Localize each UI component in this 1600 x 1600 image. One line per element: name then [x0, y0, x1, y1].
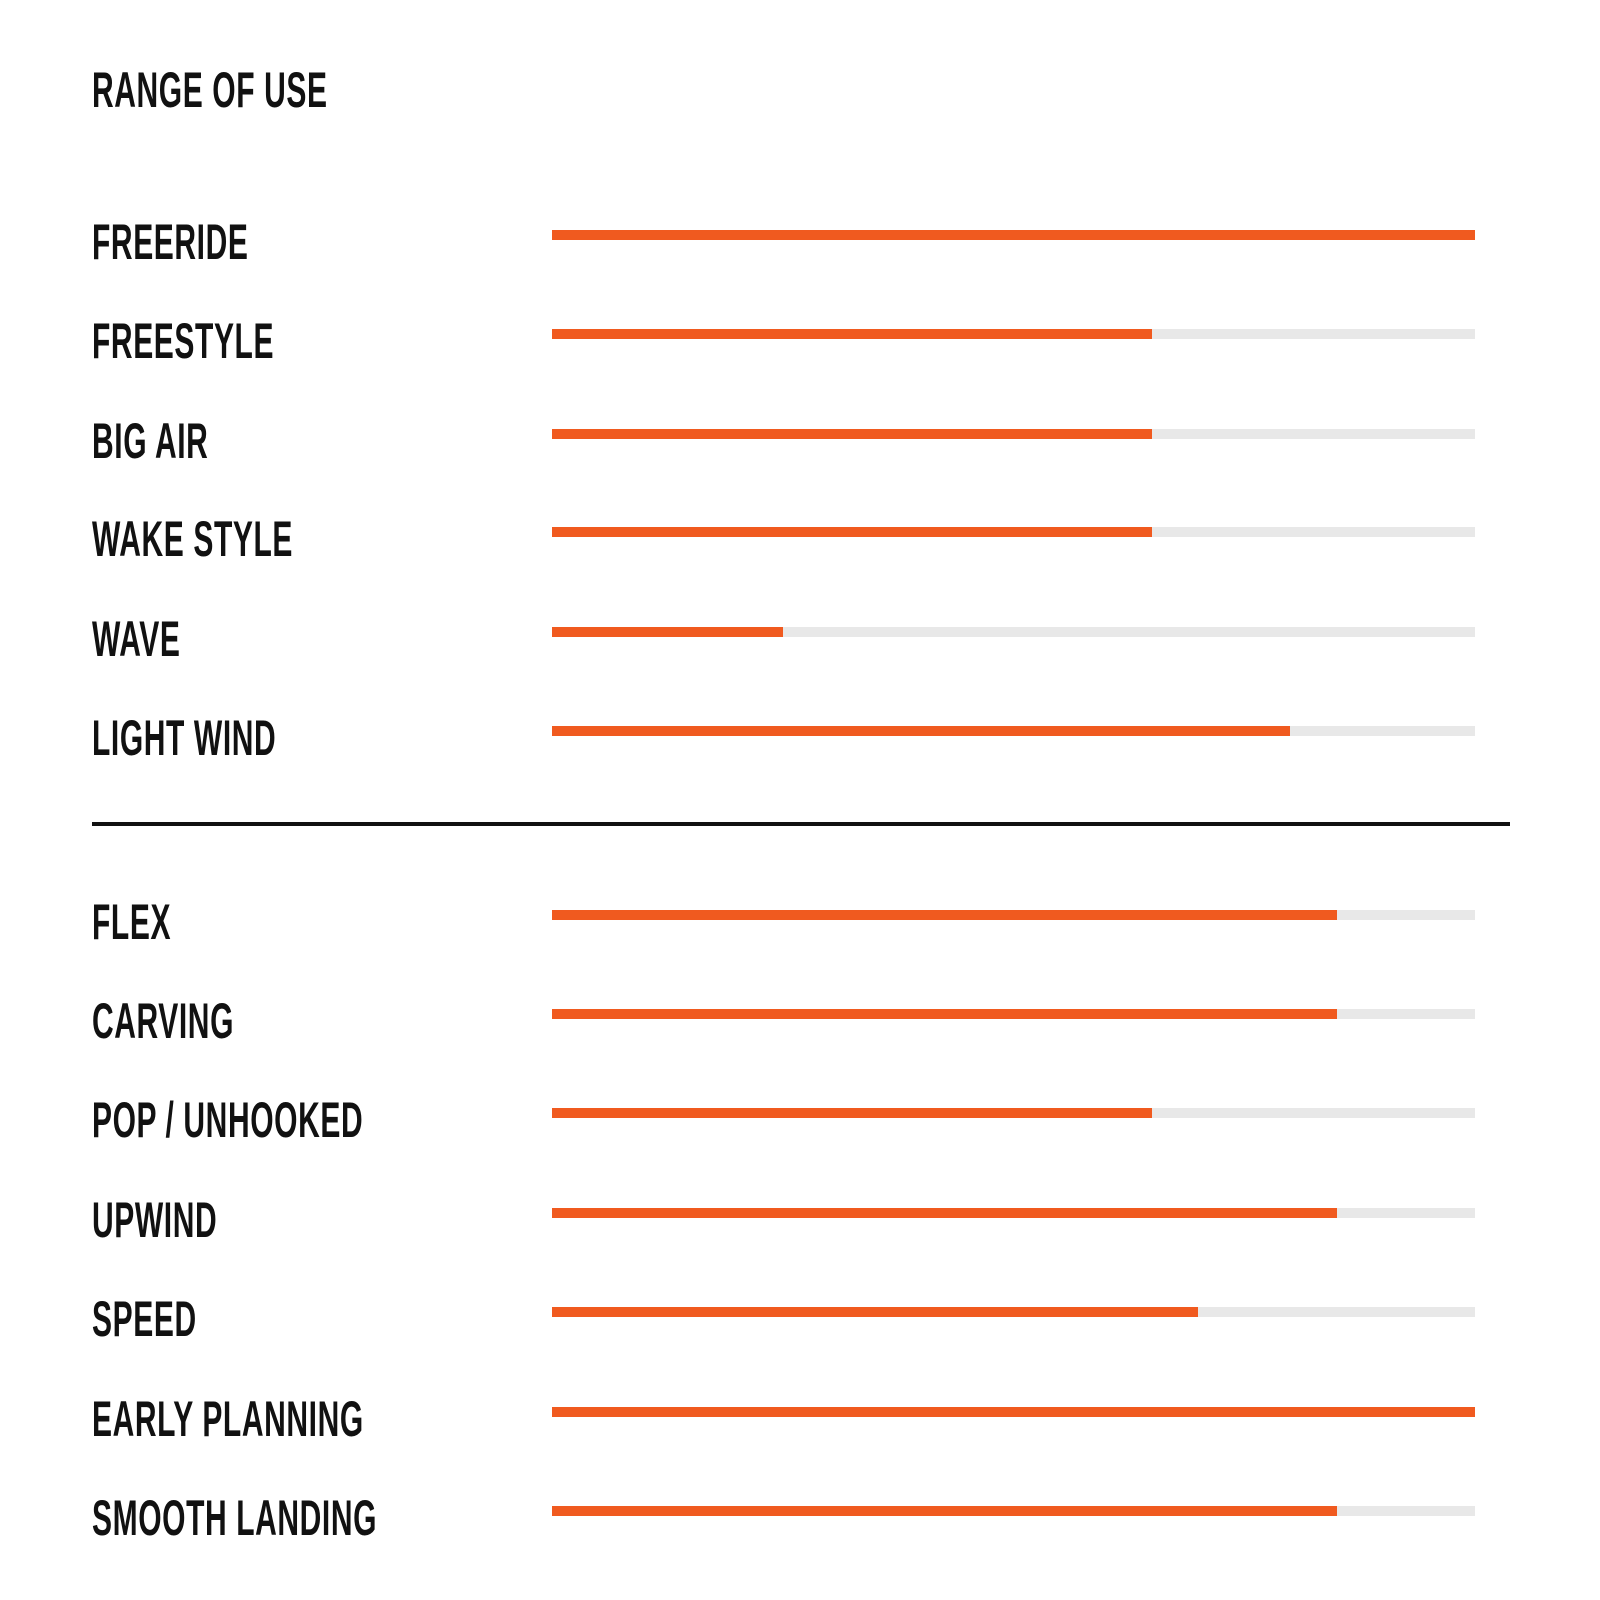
bar-track: [552, 1208, 1475, 1218]
category-label: WAKE STYLE: [92, 511, 294, 567]
bar-fill: [552, 329, 1152, 339]
bar-fill: [552, 527, 1152, 537]
bar-fill: [552, 429, 1152, 439]
bar-track: [552, 1506, 1475, 1516]
bar-fill: [552, 1108, 1152, 1118]
category-label: POP / UNHOOKED: [92, 1092, 364, 1148]
category-label: FREESTYLE: [92, 313, 275, 369]
category-label: SMOOTH LANDING: [92, 1490, 378, 1546]
category-label: FREERIDE: [92, 214, 249, 270]
category-label: FLEX: [92, 894, 172, 950]
bar-track: [552, 1407, 1475, 1417]
bar-fill: [552, 1009, 1337, 1019]
bar-fill: [552, 1307, 1199, 1317]
bar-fill: [552, 1506, 1337, 1516]
bar-track: [552, 726, 1475, 736]
category-label: UPWIND: [92, 1192, 218, 1248]
category-label: SPEED: [92, 1291, 197, 1347]
bar-fill: [552, 230, 1475, 240]
category-label: CARVING: [92, 993, 235, 1049]
category-label: LIGHT WIND: [92, 710, 277, 766]
chart-title: RANGE OF USE: [92, 62, 328, 118]
category-label: EARLY PLANNING: [92, 1391, 364, 1447]
section-divider: [92, 822, 1510, 826]
bar-fill: [552, 1208, 1337, 1218]
bar-track: [552, 230, 1475, 240]
bar-track: [552, 527, 1475, 537]
bar-fill: [552, 1407, 1475, 1417]
bar-track: [552, 910, 1475, 920]
bar-track: [552, 329, 1475, 339]
bar-fill: [552, 726, 1291, 736]
bar-fill: [552, 627, 783, 637]
category-label: BIG AIR: [92, 413, 209, 469]
bar-track: [552, 1108, 1475, 1118]
category-label: WAVE: [92, 611, 181, 667]
bar-fill: [552, 910, 1337, 920]
bar-track: [552, 627, 1475, 637]
bar-track: [552, 1307, 1475, 1317]
bar-track: [552, 429, 1475, 439]
bar-track: [552, 1009, 1475, 1019]
